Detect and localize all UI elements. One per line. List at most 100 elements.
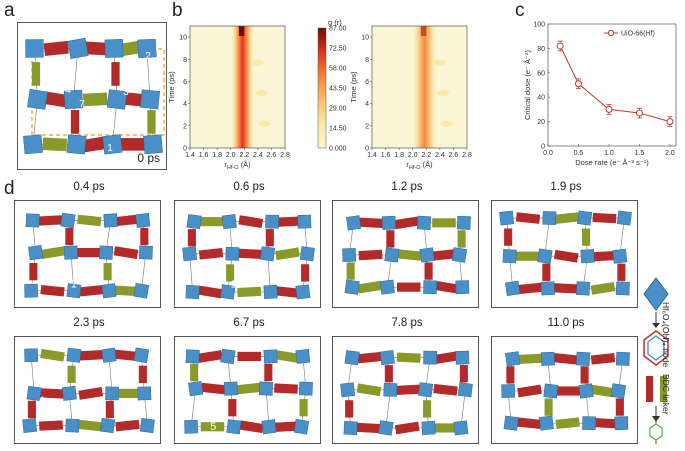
green-linker [432, 218, 456, 228]
snapshot-svg: 6 [340, 350, 473, 436]
data-point [666, 118, 674, 126]
x-tick-label: 2.0 [665, 150, 675, 157]
node-square [260, 246, 276, 262]
node-square [421, 420, 436, 436]
red-linker [273, 421, 298, 432]
benzene-icon [649, 421, 663, 444]
node-square [615, 351, 630, 366]
green-linker [397, 249, 422, 261]
node-square [66, 283, 82, 299]
node-square [133, 347, 150, 363]
red-linker [396, 282, 421, 292]
node-square [220, 348, 236, 365]
node-square [416, 215, 432, 230]
x-label-r: r [406, 160, 409, 169]
structure-number-6: 6 [105, 65, 111, 76]
red-linker [553, 353, 578, 365]
panel-a-svg: 1 2 3 4 5 6 7 [23, 37, 165, 155]
node-square [543, 383, 559, 399]
frame-time-label: 6.7 ps [233, 317, 265, 329]
data-point [556, 42, 564, 50]
red-linker [590, 353, 616, 365]
green-linker [356, 383, 382, 397]
red-linker [79, 350, 104, 361]
frame-time-label: 7.8 ps [391, 317, 423, 329]
node-square [186, 214, 202, 230]
node-square [226, 419, 242, 435]
red-linker [27, 400, 36, 419]
x-tick-label: 1.4 [367, 152, 377, 159]
node-square [503, 415, 519, 431]
node-square [616, 210, 632, 226]
node-square [419, 247, 435, 263]
red-linker [276, 216, 301, 227]
node-square [378, 420, 394, 436]
green-linker [237, 286, 262, 298]
contour-plot-right: 1.4 1.6 1.8 2.0 2.2 2.4 2.6 2.8 0 2 4 6 8 10 Time (ps)… [349, 25, 472, 171]
green-linker [199, 217, 224, 227]
red-linker [424, 262, 433, 280]
node-square [137, 386, 152, 401]
snapshot-svg: 2 [342, 215, 471, 295]
y-tick-label: 6 [365, 79, 369, 86]
green-linker [515, 251, 540, 261]
red-linker [556, 386, 581, 396]
node-square [106, 89, 128, 110]
node-square [455, 280, 470, 295]
green-linker [113, 285, 138, 296]
red-linker [542, 263, 551, 281]
x-tick-label: 1.8 [212, 152, 222, 159]
node-square [225, 246, 240, 261]
side-feature [255, 90, 268, 97]
node-square [61, 385, 77, 401]
colorbar-tick-label: 29.00 [329, 106, 347, 113]
node-square [185, 284, 200, 300]
contour-plot-left: 1.4 1.6 1.8 2.0 2.2 2.4 2.6 2.8 0 2 4 6 8 10 Time (ps)… [168, 25, 290, 171]
legend-svg [643, 277, 669, 444]
panel-letter-a: a [4, 0, 15, 21]
node-square [24, 283, 39, 298]
green-linker [31, 62, 41, 86]
node-square [65, 418, 80, 433]
x-tick-label: 2.8 [280, 152, 290, 159]
green-linker [236, 382, 261, 395]
red-linker [120, 138, 145, 151]
snapshot-frame: 4 [14, 336, 161, 444]
node-square [24, 348, 39, 363]
red-linker [83, 41, 109, 56]
red-linker [506, 366, 515, 384]
y-axis-label: Time (ps) [349, 71, 358, 103]
arrow-down-icon [652, 416, 660, 422]
colorbar-gradient [317, 27, 327, 149]
panel-letter-b: b [172, 0, 183, 21]
x-tick-label: 0.0 [543, 150, 553, 157]
node-square [455, 350, 470, 365]
node-square [577, 210, 593, 226]
red-linker [238, 215, 264, 229]
x-tick-label: 1.6 [381, 152, 391, 159]
frame-number: 5 [210, 421, 216, 433]
red-linker [38, 215, 63, 226]
red-linker [592, 212, 617, 224]
green-linker [67, 365, 76, 383]
red-linker [201, 382, 226, 395]
node-square [98, 245, 114, 260]
node-square [221, 214, 237, 230]
y-axis-label: Time (ps) [168, 71, 176, 103]
y-tick-label: 60 [537, 70, 545, 77]
red-linker [553, 283, 578, 294]
red-linker [114, 214, 139, 227]
node-square [342, 248, 357, 262]
green-linker-icon [660, 376, 667, 402]
snapshot-frame: 1 [14, 200, 161, 308]
red-linker [105, 400, 114, 419]
x-tick-label: 2.0 [226, 152, 236, 159]
y-tick-label: 4 [183, 101, 187, 108]
plot-frame [371, 25, 468, 149]
node-square [344, 350, 360, 366]
y-tick-label: 0 [365, 146, 369, 153]
structure-number-3: 3 [123, 87, 129, 98]
red-linker [237, 351, 261, 362]
red-linker [43, 40, 69, 56]
node-square [60, 212, 76, 229]
